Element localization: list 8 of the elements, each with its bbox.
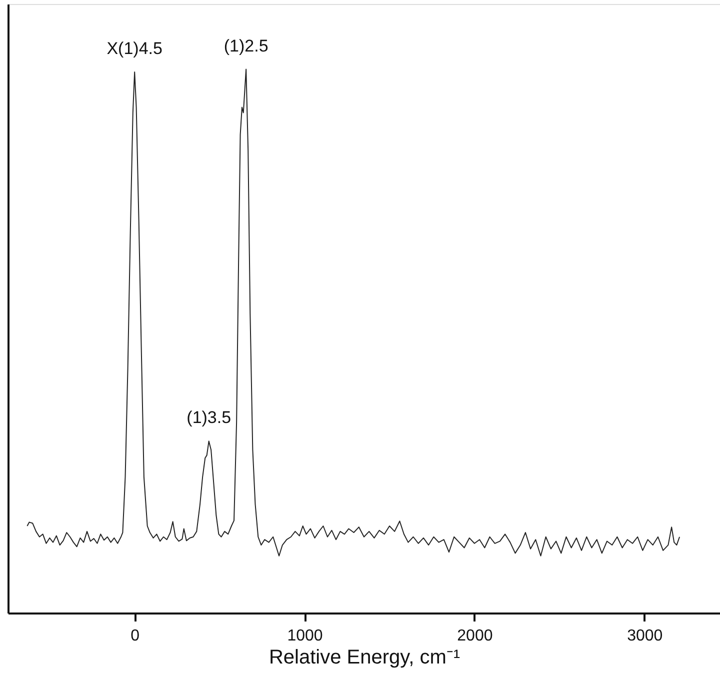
x-axis-title: Relative Energy, cm⁻¹ — [268, 646, 460, 668]
x-tick-label: 3000 — [627, 628, 663, 644]
x-tick-label: 1000 — [287, 628, 323, 644]
annotation: (1)3.5 — [186, 408, 232, 428]
annotation: X(1)4.5 — [106, 38, 162, 58]
x-tick-label: 2000 — [457, 628, 493, 644]
x-tick-label: 0 — [130, 628, 140, 644]
annotation: (1)2.5 — [224, 36, 268, 56]
